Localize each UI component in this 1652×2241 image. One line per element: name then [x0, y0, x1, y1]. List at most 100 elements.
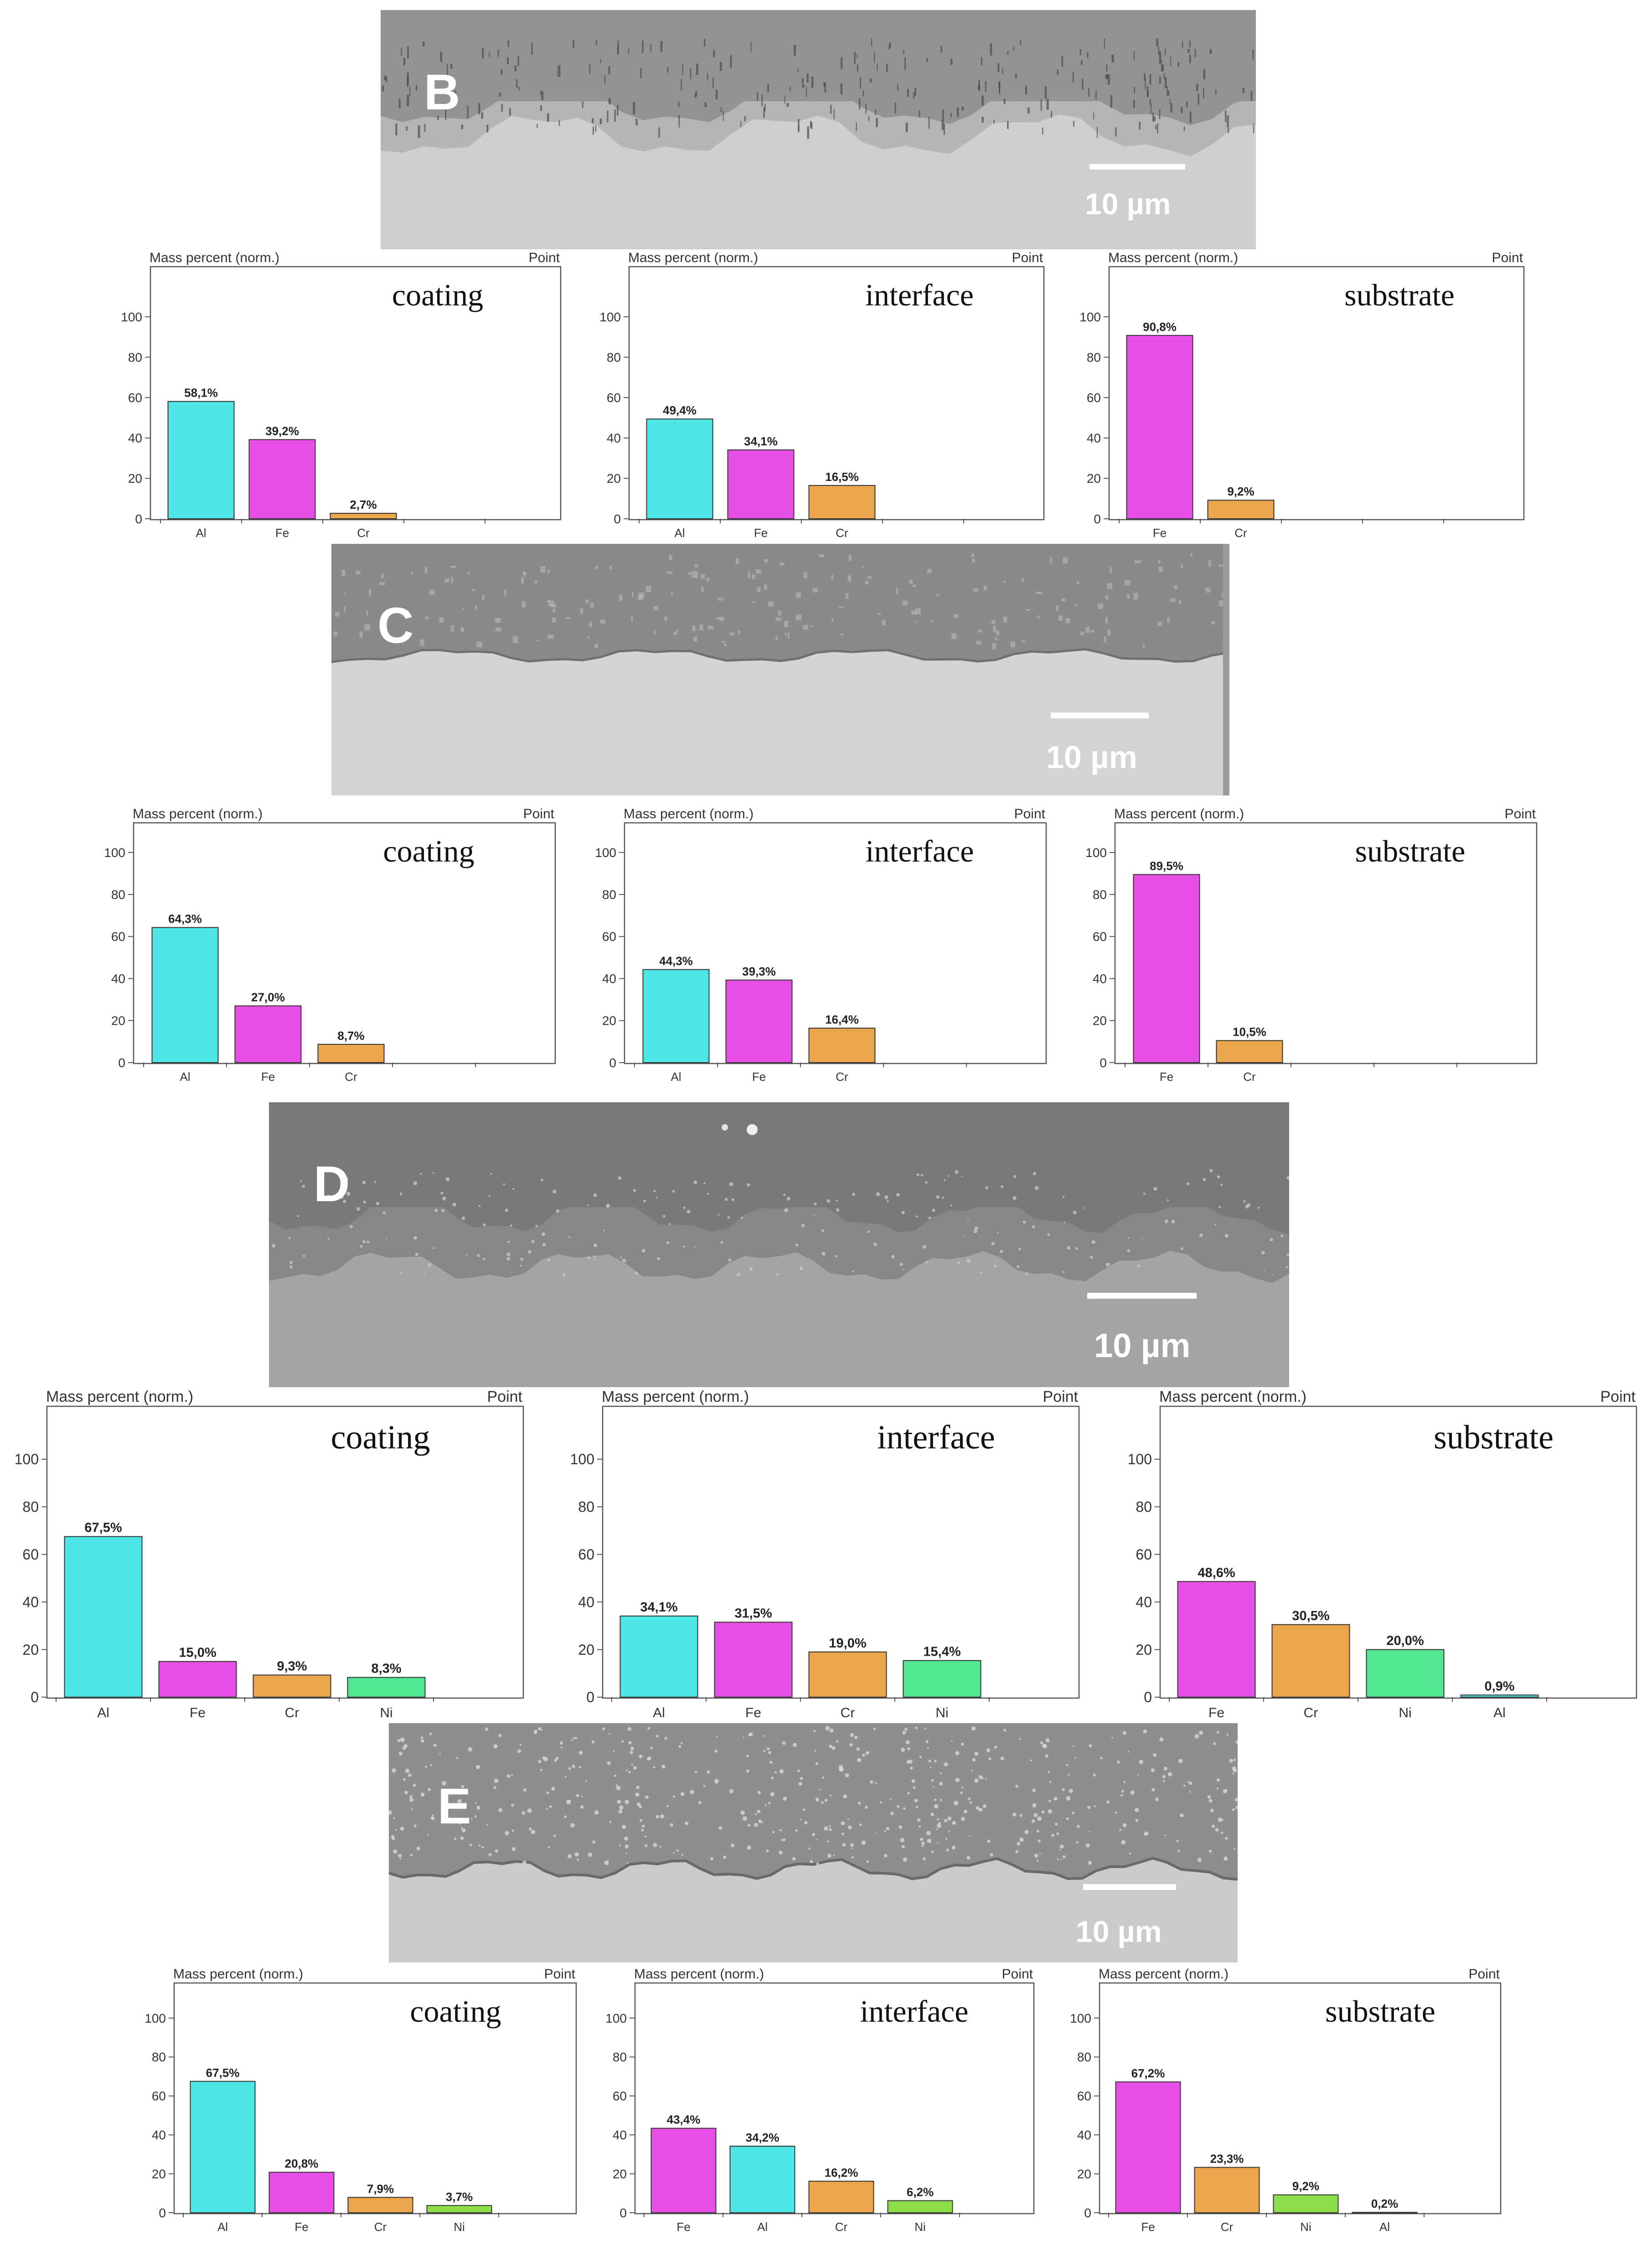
y-tick-label: 80 — [111, 888, 125, 902]
bar-al — [1460, 1694, 1539, 1698]
header-point: Point — [1492, 250, 1523, 265]
x-tick-label: Fe — [190, 1705, 206, 1720]
y-tick-label: 0 — [1144, 1689, 1152, 1705]
bar-ni — [347, 1677, 426, 1698]
header-mass-percent: Mass percent (norm.) — [1159, 1388, 1306, 1405]
bar-fe — [248, 439, 316, 519]
micrograph-image — [389, 1723, 1238, 1962]
bar-ni — [426, 2205, 492, 2213]
y-tick-label: 20 — [1087, 471, 1101, 485]
y-tick-label: 80 — [1077, 2050, 1091, 2064]
y-tick-label: 20 — [22, 1642, 39, 1658]
y-tick-label: 40 — [111, 971, 125, 986]
value-label: 34,1% — [640, 1600, 677, 1615]
x-tick-label: Cr — [1234, 526, 1247, 540]
plot-frame — [1159, 1405, 1637, 1699]
bar-al — [167, 401, 235, 519]
value-label: 39,3% — [742, 965, 776, 978]
y-tick-label: 20 — [602, 1014, 616, 1028]
bar-cr — [1194, 2167, 1260, 2213]
x-tick-label: Cr — [1304, 1705, 1318, 1720]
bar-cr — [808, 1028, 876, 1063]
y-tick-label: 100 — [1085, 846, 1107, 860]
y-tick-label: 80 — [1093, 888, 1107, 902]
x-tick-label: Fe — [752, 1070, 766, 1084]
header-mass-percent: Mass percent (norm.) — [46, 1388, 193, 1405]
x-tick-label: Cr — [345, 1070, 357, 1084]
y-tick-label: 100 — [605, 2011, 627, 2025]
bar-al — [646, 418, 713, 519]
value-label: 0,2% — [1371, 2197, 1398, 2210]
chart-C-interface: Mass percent (norm.) Point 0 20 40 60 80 100 int… — [570, 802, 1055, 1089]
chart-B-interface: Mass percent (norm.) Point 0 20 40 60 80 100 int… — [574, 246, 1053, 545]
value-label: 10,5% — [1233, 1025, 1266, 1039]
y-tick-label: 80 — [613, 2050, 627, 2064]
y-tick-label: 100 — [1070, 2011, 1091, 2025]
y-tick-label: 60 — [152, 2089, 166, 2103]
value-label: 67,5% — [84, 1521, 122, 1535]
bar-al — [64, 1536, 143, 1698]
bar-chart: Mass percent (norm.) Point 0 20 40 60 80 100 int… — [599, 250, 1045, 540]
value-label: 0,9% — [1484, 1679, 1514, 1694]
plot-frame — [1114, 822, 1538, 1064]
y-tick-label: 60 — [607, 391, 621, 405]
y-tick-label: 0 — [586, 1689, 594, 1705]
chart-title: interface — [860, 1994, 969, 2029]
y-tick-label: 60 — [613, 2089, 627, 2103]
x-tick-label: Cr — [285, 1705, 299, 1720]
y-tick-label: 60 — [111, 929, 125, 944]
plot-frame — [1099, 1982, 1502, 2215]
x-tick-label: Fe — [1208, 1705, 1224, 1720]
bar-fe — [725, 979, 793, 1063]
y-tick-label: 100 — [145, 2011, 166, 2025]
y-tick-label: 100 — [599, 310, 621, 324]
y-tick-label: 0 — [118, 1056, 125, 1070]
header-point: Point — [487, 1388, 523, 1405]
value-label: 34,1% — [744, 434, 778, 448]
y-tick-label: 100 — [1079, 310, 1101, 324]
header-point: Point — [1469, 1967, 1500, 1982]
bar-cr — [808, 2180, 874, 2213]
value-label: 16,5% — [825, 470, 859, 484]
bar-cr — [1216, 1040, 1283, 1063]
x-tick-label: Cr — [836, 526, 848, 540]
y-tick-label: 40 — [578, 1594, 594, 1610]
y-tick-label: 40 — [128, 431, 142, 445]
header-mass-percent: Mass percent (norm.) — [624, 806, 754, 821]
x-tick-label: Al — [196, 526, 206, 540]
bar-cr — [1207, 500, 1275, 520]
header-mass-percent: Mass percent (norm.) — [1114, 806, 1244, 821]
y-tick-label: 20 — [607, 471, 621, 485]
x-tick-label: Al — [671, 1070, 681, 1084]
x-tick-label: Fe — [754, 526, 768, 540]
y-tick-label: 0 — [1094, 512, 1101, 526]
chart-title: interface — [865, 278, 974, 312]
y-tick-label: 100 — [595, 846, 616, 860]
x-tick-label: Cr — [836, 1070, 848, 1084]
y-tick-label: 40 — [602, 971, 616, 986]
chart-title: interface — [877, 1419, 995, 1456]
y-tick-label: 100 — [15, 1451, 39, 1467]
micrograph-image — [381, 10, 1256, 249]
value-label: 9,2% — [1292, 2179, 1319, 2193]
value-label: 15,0% — [179, 1646, 216, 1660]
bar-chart: Mass percent (norm.) Point 0 20 40 60 80 100 sub… — [1128, 1388, 1637, 1720]
bar-fe — [650, 2127, 717, 2213]
bar-chart: Mass percent (norm.) Point 0 20 40 60 80 100 coa… — [145, 1967, 577, 2234]
y-tick-label: 0 — [159, 2206, 166, 2220]
bar-chart: Mass percent (norm.) Point 0 20 40 60 80 100 int… — [570, 1388, 1080, 1720]
y-tick-label: 0 — [614, 512, 621, 526]
bar-cr — [317, 1043, 385, 1064]
bar-al — [190, 2081, 256, 2213]
y-tick-label: 80 — [1136, 1499, 1152, 1515]
y-tick-label: 60 — [1136, 1546, 1152, 1563]
x-tick-label: Fe — [1160, 1070, 1173, 1084]
plot-frame — [1108, 266, 1525, 521]
chart-title: substrate — [1355, 834, 1466, 868]
header-mass-percent: Mass percent (norm.) — [133, 806, 263, 821]
x-tick-label: Fe — [294, 2220, 308, 2234]
header-point: Point — [1002, 1967, 1033, 1982]
x-tick-label: Cr — [357, 526, 370, 540]
x-tick-label: Al — [1379, 2220, 1390, 2234]
value-label: 9,2% — [1227, 485, 1254, 498]
